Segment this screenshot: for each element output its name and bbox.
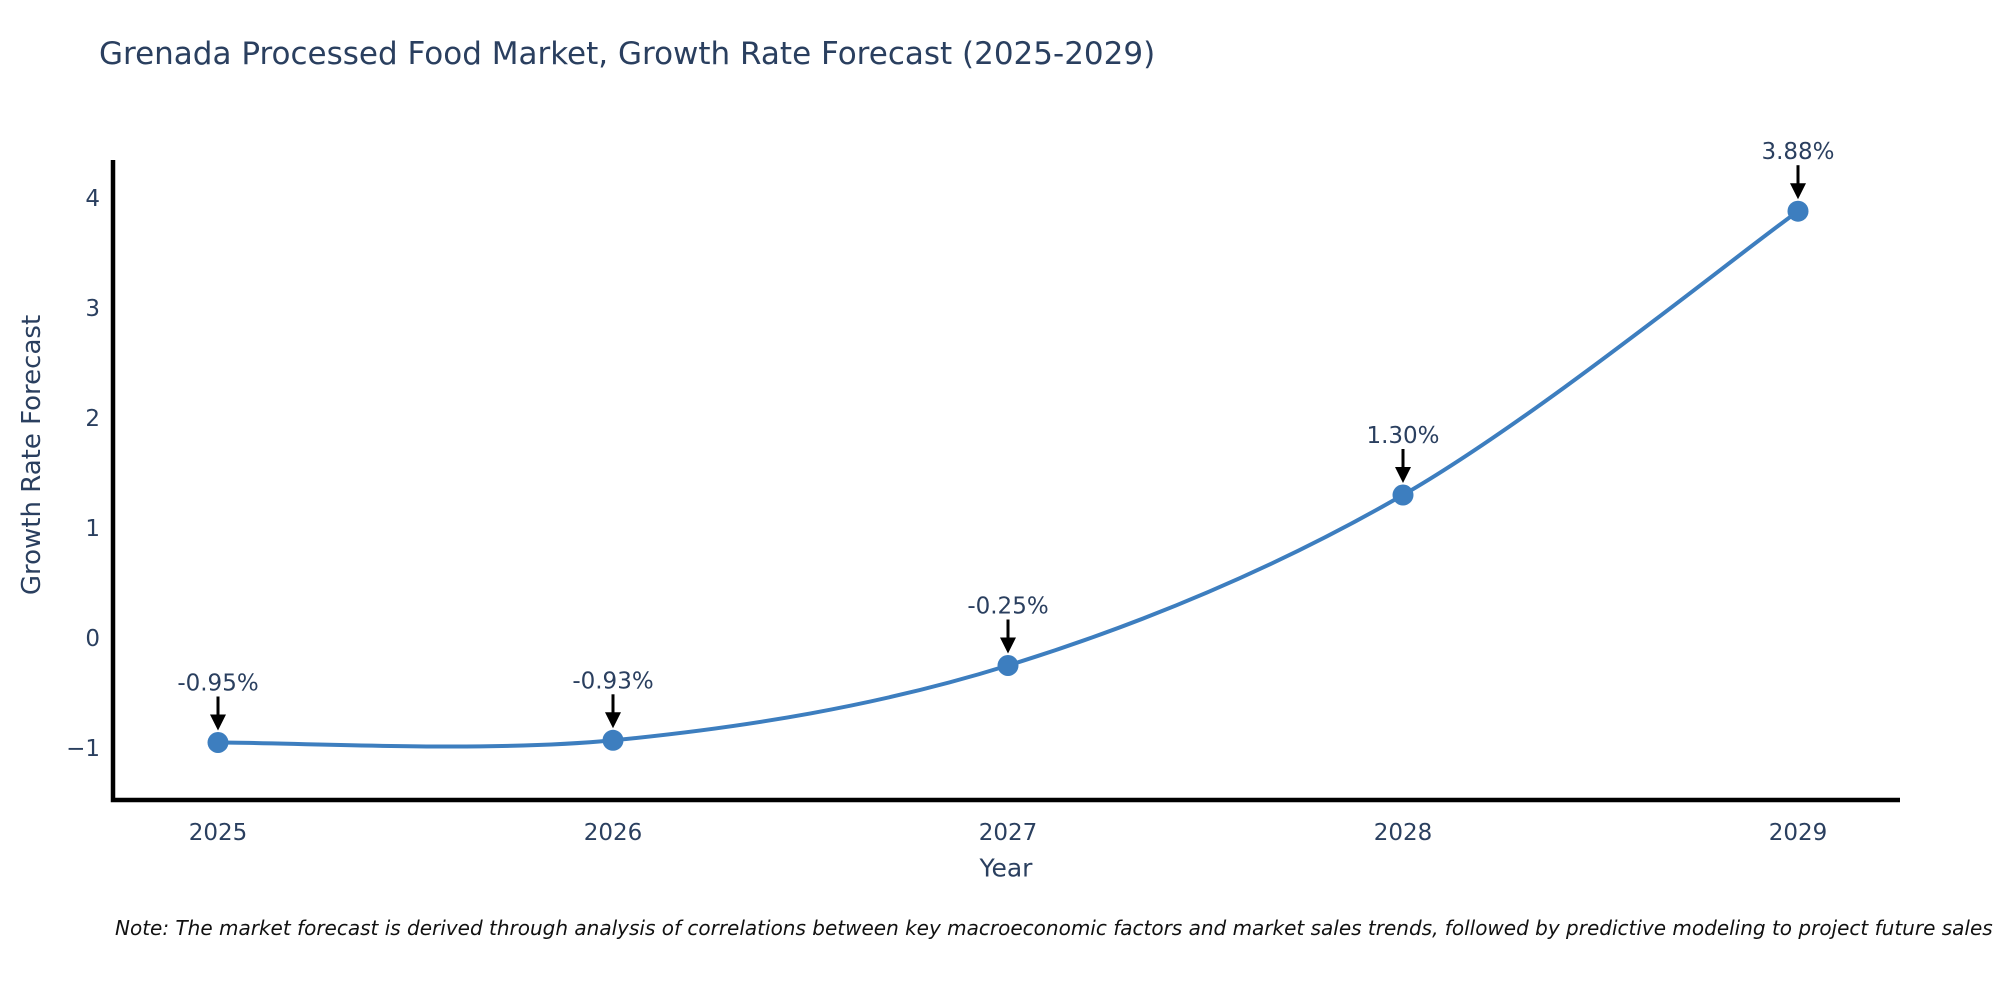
y-tick-1: 1	[85, 516, 100, 542]
x-tick-2025: 2025	[189, 820, 248, 846]
x-tick-2029: 2029	[1769, 820, 1828, 846]
y-tick-0: 0	[85, 626, 100, 652]
y-tick-2: 2	[85, 406, 100, 432]
y-tick-4: 4	[85, 186, 100, 212]
data-point-2028	[1392, 484, 1414, 506]
annotation-label-2029: 3.88%	[1761, 139, 1834, 165]
data-point-2025	[207, 732, 229, 753]
data-point-2029	[1787, 200, 1809, 222]
annotation-label-2028: 1.30%	[1366, 423, 1439, 449]
y-tick-3: 3	[85, 296, 100, 322]
y-axis-title: Growth Rate Forecast	[17, 314, 47, 596]
annotation-label-2026: -0.93%	[572, 668, 653, 694]
annotation-arrowhead-2027	[1000, 637, 1016, 654]
annotation-label-2025: -0.95%	[177, 671, 258, 697]
annotation-arrowhead-2026	[605, 712, 621, 729]
chart-title: Grenada Processed Food Market, Growth Ra…	[99, 36, 1156, 72]
data-point-2026	[602, 729, 624, 751]
x-tick-2026: 2026	[584, 820, 643, 846]
x-tick-2027: 2027	[979, 820, 1038, 846]
data-point-2027	[997, 655, 1019, 676]
annotation-arrowhead-2029	[1790, 183, 1806, 200]
y-tick-−1: −1	[66, 736, 100, 762]
annotation-label-2027: -0.25%	[967, 594, 1048, 620]
annotation-arrowhead-2028	[1395, 467, 1411, 483]
x-tick-2028: 2028	[1374, 820, 1433, 846]
annotation-arrowhead-2025	[210, 714, 226, 731]
axis-lines	[110, 160, 1900, 803]
footnote: Note: The market forecast is derived thr…	[115, 916, 1993, 940]
x-axis-title: Year	[979, 853, 1033, 883]
